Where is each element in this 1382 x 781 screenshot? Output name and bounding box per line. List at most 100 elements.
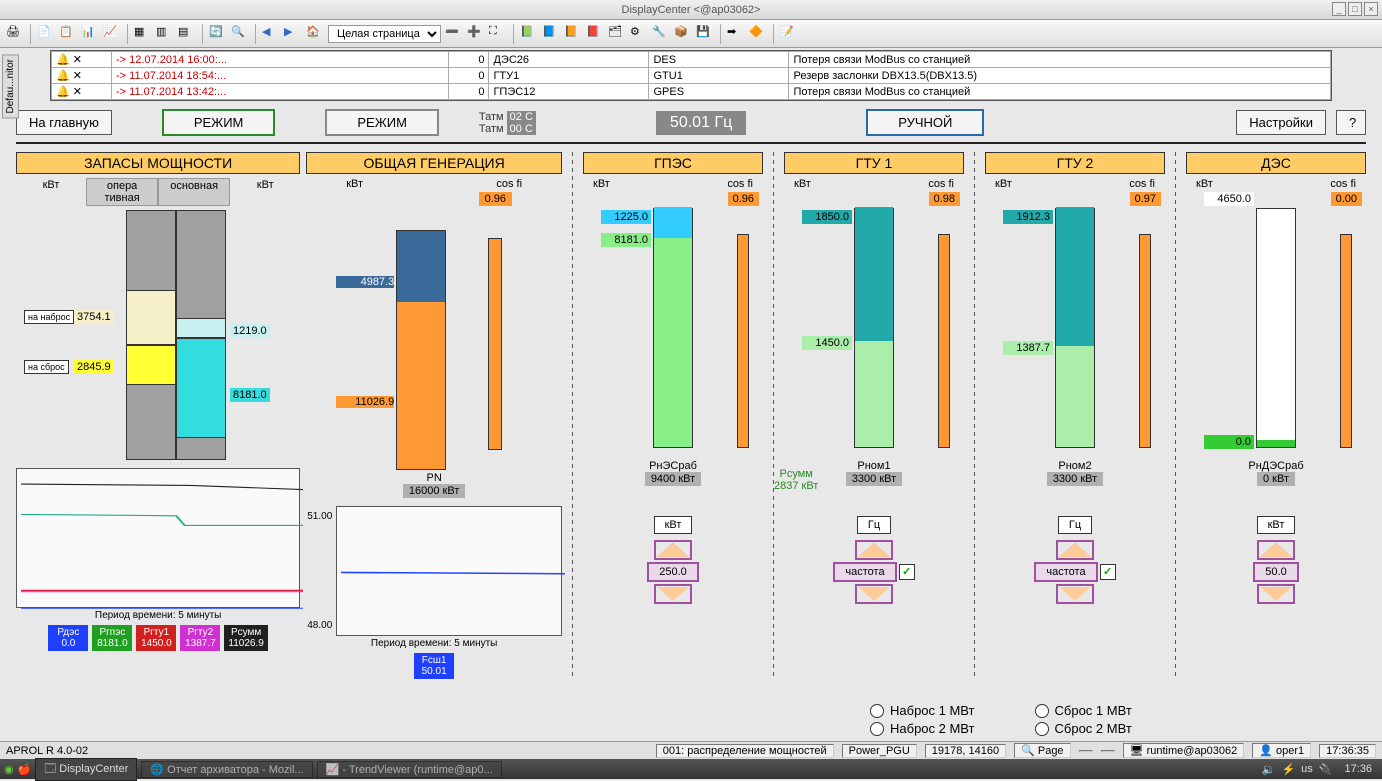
tray-icon-3[interactable]: 🔌 xyxy=(1319,763,1333,776)
gen-foot-label: PN xyxy=(427,472,442,484)
unit-step[interactable]: частота xyxy=(833,562,896,582)
alarm-row[interactable]: 🔔 ✕-> 12.07.2014 16:00:...0ДЭС26DESПотер… xyxy=(52,52,1331,68)
start-icon[interactable]: ◉ xyxy=(4,763,14,776)
tool-icon-1[interactable]: 📄 xyxy=(37,25,55,43)
unit-title: ГТУ 1 xyxy=(784,152,964,174)
back-icon[interactable]: ◀ xyxy=(262,25,280,43)
tool-icon-2[interactable]: 📋 xyxy=(59,25,77,43)
page-select[interactable]: Целая страница xyxy=(328,25,441,43)
window-titlebar: DisplayCenter <@ap03062> _ □ × xyxy=(0,0,1382,20)
zoom-in-icon[interactable]: ➕ xyxy=(467,25,485,43)
search-icon[interactable]: 🔍 xyxy=(231,25,249,43)
print-icon[interactable]: 🖨 xyxy=(6,25,24,43)
status-user[interactable]: 👤 oper1 xyxy=(1252,743,1311,758)
unit-mode[interactable]: Гц xyxy=(1058,516,1092,534)
r2-value: 8181.0 xyxy=(230,388,270,402)
reserve-title: ЗАПАСЫ МОЩНОСТИ xyxy=(16,152,300,174)
task-mozilla[interactable]: 🌐 Отчет архиватора - Mozil... xyxy=(141,761,312,778)
unit-title: ДЭС xyxy=(1186,152,1366,174)
arrow-down[interactable] xyxy=(1056,584,1094,604)
task-displaycenter[interactable]: 🗔 DisplayCenter xyxy=(35,758,137,781)
minimize-icon[interactable]: _ xyxy=(1332,2,1346,16)
task-trendviewer[interactable]: 📈 - TrendViewer (runtime@ap0... xyxy=(317,761,502,778)
tool-icon-3[interactable]: 📊 xyxy=(81,25,99,43)
tool-icon-4[interactable]: 📈 xyxy=(103,25,121,43)
radio-sbros1[interactable] xyxy=(1035,704,1049,718)
arrow-up[interactable] xyxy=(1257,540,1295,560)
keyboard-layout[interactable]: us xyxy=(1301,763,1313,775)
arrow-down[interactable] xyxy=(855,584,893,604)
home-button[interactable]: На главную xyxy=(16,110,112,135)
manual-button[interactable]: РУЧНОЙ xyxy=(866,109,984,136)
sbros-value: 2845.9 xyxy=(74,360,114,374)
maximize-icon[interactable]: □ xyxy=(1348,2,1362,16)
close-icon[interactable]: × xyxy=(1364,2,1378,16)
status-color2 xyxy=(1101,750,1115,752)
unit-check[interactable]: ✓ xyxy=(899,564,915,580)
app-icon-3[interactable]: 📙 xyxy=(564,25,582,43)
note-icon[interactable]: 📝 xyxy=(780,25,798,43)
app-icon-8[interactable]: 📦 xyxy=(674,25,692,43)
action-icon-1[interactable]: ➡ xyxy=(727,25,745,43)
arrow-up[interactable] xyxy=(855,540,893,560)
unit-panel-2: ГТУ 2 кВтcos fi 0.97 1912.3 1387.7 Рном2… xyxy=(985,152,1165,679)
generation-panel: ОБЩАЯ ГЕНЕРАЦИЯ кВт cos fi 0.96 4987.3 1… xyxy=(306,152,562,679)
forward-icon[interactable]: ▶ xyxy=(284,25,302,43)
app-icon-2[interactable]: 📘 xyxy=(542,25,560,43)
status-time: 17:36:35 xyxy=(1319,744,1376,758)
zoom-out-icon[interactable]: ➖ xyxy=(445,25,463,43)
action-icon-2[interactable]: 🔶 xyxy=(749,25,767,43)
status-page[interactable]: 🔍 Page xyxy=(1014,743,1070,758)
arrow-down[interactable] xyxy=(1257,584,1295,604)
unit-v2: 0.0 xyxy=(1204,435,1254,449)
gen-legend: Fсш150.01 xyxy=(414,653,454,679)
unit-mode[interactable]: Гц xyxy=(857,516,891,534)
alarm-row[interactable]: 🔔 ✕-> 11.07.2014 13:42:...0ГПЭС12GPESПот… xyxy=(52,84,1331,100)
unit-check[interactable]: ✓ xyxy=(1100,564,1116,580)
app-icon-7[interactable]: 🔧 xyxy=(652,25,670,43)
reserve-chart: на наброс 3754.1 на сброс 2845.9 1219.0 … xyxy=(16,210,300,460)
layout-icon-3[interactable]: ▤ xyxy=(178,25,196,43)
unit-mode[interactable]: кВт xyxy=(1257,516,1296,534)
radio-sbros2[interactable] xyxy=(1035,722,1049,736)
radio-nabros2[interactable] xyxy=(870,722,884,736)
arrow-up[interactable] xyxy=(654,540,692,560)
mode2-button[interactable]: РЕЖИМ xyxy=(325,109,439,136)
status-page-name: Power_PGU xyxy=(842,744,917,758)
arrow-down[interactable] xyxy=(654,584,692,604)
home-icon[interactable]: 🏠 xyxy=(306,25,324,43)
unit-cosfi: 0.96 xyxy=(728,192,759,206)
fit-icon[interactable]: ⛶ xyxy=(489,25,507,43)
tray-icon-1[interactable]: 🔉 xyxy=(1262,763,1276,776)
layout-icon-1[interactable]: ▦ xyxy=(134,25,152,43)
arrow-up[interactable] xyxy=(1056,540,1094,560)
unit-panel-0: ГПЭС кВтcos fi 0.96 1225.0 8181.0 РнЭСра… xyxy=(583,152,763,679)
app-icon-5[interactable]: 🗂 xyxy=(608,25,626,43)
apple-icon[interactable]: 🍎 xyxy=(18,763,32,776)
unit-step[interactable]: частота xyxy=(1034,562,1097,582)
legend-item: Ргту11450.0 xyxy=(136,625,176,651)
reserve-panel: ЗАПАСЫ МОЩНОСТИ кВт оперативная основная… xyxy=(16,152,300,679)
refresh-icon[interactable]: 🔄 xyxy=(209,25,227,43)
unit-step[interactable]: 250.0 xyxy=(647,562,699,582)
unit-v2: 1450.0 xyxy=(802,336,852,350)
reserve-trend xyxy=(16,468,300,608)
mode1-button[interactable]: РЕЖИМ xyxy=(162,109,276,136)
app-icon-4[interactable]: 📕 xyxy=(586,25,604,43)
reserve-trend-caption: Период времени: 5 минуты xyxy=(16,610,300,621)
layout-icon-2[interactable]: ▥ xyxy=(156,25,174,43)
app-icon-6[interactable]: ⚙ xyxy=(630,25,648,43)
unit-cosfi: 0.97 xyxy=(1130,192,1161,206)
status-runtime: 🖥 runtime@ap03062 xyxy=(1123,743,1245,758)
unit-mode[interactable]: кВт xyxy=(654,516,693,534)
alarm-row[interactable]: 🔔 ✕-> 11.07.2014 18:54:...0ГТУ1GTU1Резер… xyxy=(52,68,1331,84)
unit-step[interactable]: 50.0 xyxy=(1253,562,1298,582)
app-icon-9[interactable]: 💾 xyxy=(696,25,714,43)
settings-button[interactable]: Настройки xyxy=(1236,110,1326,135)
radio-nabros1[interactable] xyxy=(870,704,884,718)
help-button[interactable]: ? xyxy=(1336,110,1366,135)
gen-bot-value: 11026.9 xyxy=(336,396,394,408)
side-tab[interactable]: Defau...nitor xyxy=(2,54,19,118)
tray-icon-2[interactable]: ⚡ xyxy=(1281,763,1295,776)
app-icon-1[interactable]: 📗 xyxy=(520,25,538,43)
